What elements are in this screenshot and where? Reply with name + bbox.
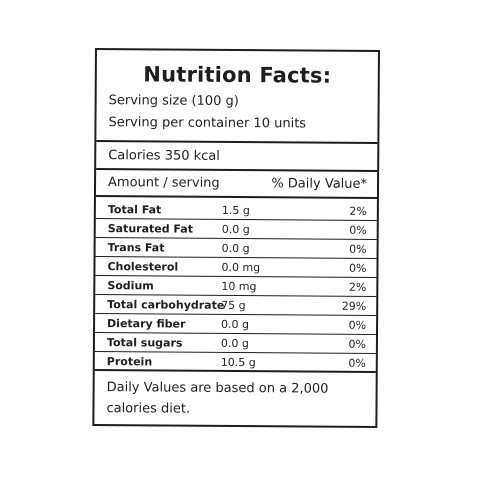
nutrient-daily-value: 0% xyxy=(348,356,366,370)
divider xyxy=(96,168,378,172)
nutrient-daily-value: 29% xyxy=(341,299,367,313)
nutrition-facts-label: Nutrition Facts: Serving size (100 g) Se… xyxy=(92,48,380,428)
nutrient-name: Saturated Fat xyxy=(107,222,194,236)
daily-value-header: % Daily Value* xyxy=(271,176,368,192)
nutrient-table: Total Fat 1.5 g 2% Saturated Fat 0.0 g 0% Tran… xyxy=(94,50,378,370)
serving-per-container: Serving per container 10 units xyxy=(108,115,307,132)
nutrient-daily-value: 0% xyxy=(348,261,367,275)
nutrient-row: Total Fat 1.5 g 2% xyxy=(95,201,377,221)
label-title: Nutrition Facts: xyxy=(143,62,332,88)
nutrient-daily-value: 0% xyxy=(348,318,367,332)
nutrient-daily-value: 0% xyxy=(349,223,367,237)
nutrient-amount: 0.0 g xyxy=(221,317,250,332)
amount-header: Amount / serving xyxy=(108,175,220,191)
nutrient-amount: 0.0 g xyxy=(220,336,249,351)
nutrient-daily-value: 2% xyxy=(349,204,367,218)
nutrient-name: Cholesterol xyxy=(107,260,179,274)
nutrient-row: Cholesterol 0.0 mg 0% xyxy=(95,258,377,278)
nutrient-row: Total sugars 0.0 g 0% xyxy=(94,334,376,354)
nutrient-name: Total carbohydrate xyxy=(107,298,225,312)
divider xyxy=(95,195,377,199)
nutrient-amount: 0.0 g xyxy=(221,222,250,237)
nutrient-name: Total Fat xyxy=(107,203,162,217)
nutrient-amount: 0.0 mg xyxy=(221,260,261,275)
nutrient-daily-value: 0% xyxy=(349,242,367,256)
nutrient-amount: 10 mg xyxy=(221,279,257,294)
divider xyxy=(96,140,378,144)
serving-size: Serving size (100 g) xyxy=(108,93,239,110)
nutrient-name: Trans Fat xyxy=(107,241,165,255)
nutrient-row: Sodium 10 mg 2% xyxy=(95,277,377,297)
nutrient-daily-value: 2% xyxy=(348,280,367,294)
nutrient-name: Sodium xyxy=(107,279,154,293)
nutrient-amount: 1.5 g xyxy=(221,203,250,218)
nutrient-amount: 10.5 g xyxy=(220,355,256,370)
calories-line: Calories 350 kcal xyxy=(108,148,220,164)
nutrient-row: Saturated Fat 0.0 g 0% xyxy=(95,220,377,240)
nutrient-row: Dietary fiber 0.0 g 0% xyxy=(95,315,377,335)
nutrient-row: Trans Fat 0.0 g 0% xyxy=(95,239,377,259)
nutrient-name: Protein xyxy=(106,355,153,369)
nutrient-row: Total carbohydrate 75 g 29% xyxy=(95,296,377,316)
nutrient-name: Dietary fiber xyxy=(107,317,186,331)
footnote: Daily Values are based on a 2,000 calori… xyxy=(106,380,329,417)
nutrient-name: Total sugars xyxy=(106,336,183,350)
nutrient-amount: 0.0 g xyxy=(221,241,250,256)
nutrient-daily-value: 0% xyxy=(348,337,366,351)
nutrient-amount: 75 g xyxy=(221,298,246,313)
